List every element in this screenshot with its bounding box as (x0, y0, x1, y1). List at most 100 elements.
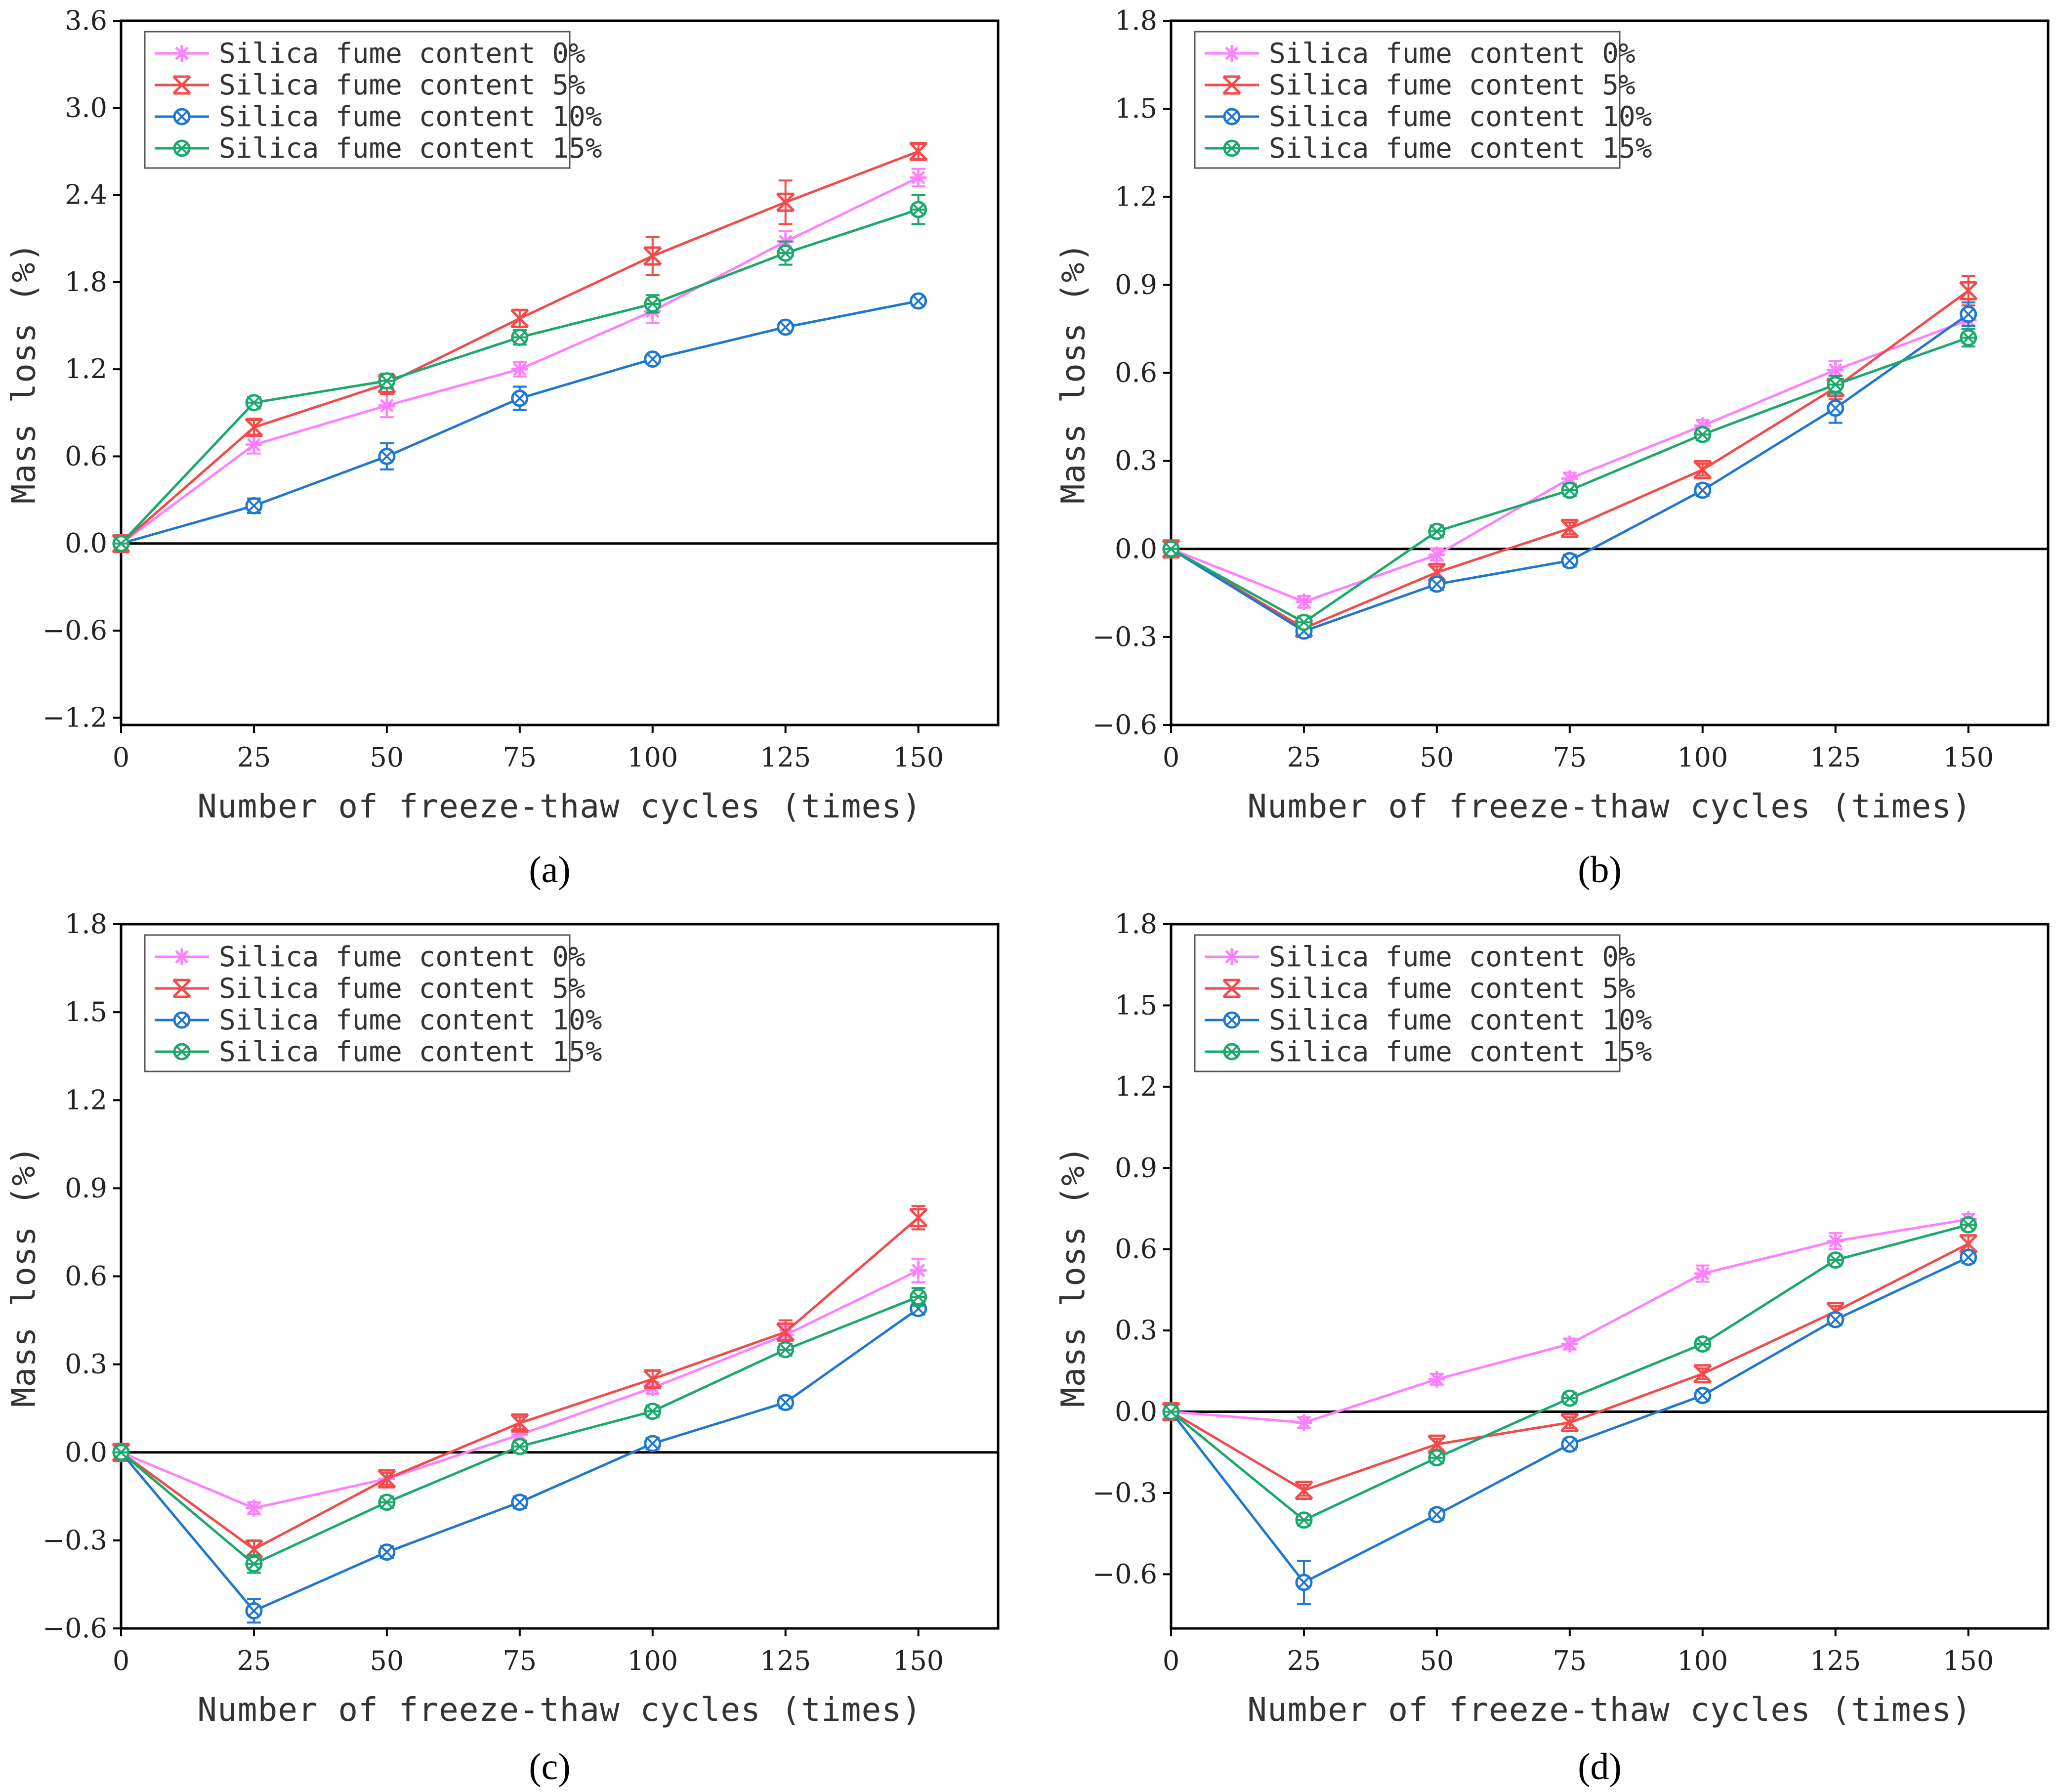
y-tick-label: 1.2 (65, 1084, 107, 1115)
x-tick-label: 100 (627, 742, 678, 773)
x-tick-label: 50 (370, 742, 404, 773)
legend-marker (174, 141, 189, 156)
data-point (247, 395, 261, 410)
data-point (247, 498, 261, 513)
y-tick-label: 1.5 (1115, 93, 1157, 124)
y-axis-title: Mass loss (%) (1054, 242, 1092, 504)
y-tick-label: 0.0 (65, 528, 107, 559)
data-point (247, 1556, 261, 1571)
data-point (247, 1603, 261, 1618)
legend: Silica fume content 0%Silica fume conten… (1195, 32, 1652, 168)
data-point (512, 330, 527, 345)
legend-marker (173, 45, 190, 62)
y-tick-label: 0.9 (1115, 269, 1157, 300)
y-tick-label: 1.2 (1115, 1071, 1157, 1102)
series-3 (1164, 1217, 1976, 1527)
data-point (778, 246, 793, 260)
data-point (1429, 1507, 1444, 1522)
y-tick-label: 3.0 (65, 92, 107, 123)
data-point (379, 1545, 394, 1560)
data-point (1562, 483, 1577, 498)
x-tick-label: 100 (1677, 1645, 1728, 1676)
panel-label: (b) (1578, 849, 1622, 891)
legend-label: Silica fume content 15% (1269, 132, 1652, 165)
series-line (121, 1309, 919, 1611)
data-point (1297, 1513, 1311, 1528)
x-tick-label: 0 (1163, 742, 1179, 773)
data-point (1695, 427, 1710, 442)
y-tick-label: −0.6 (1092, 1558, 1157, 1589)
legend-marker (1224, 141, 1239, 156)
data-point (1562, 1437, 1577, 1451)
y-tick-label: −0.3 (1092, 1477, 1157, 1508)
x-tick-label: 0 (113, 1645, 129, 1676)
data-point (378, 397, 395, 414)
legend-marker (174, 1044, 189, 1059)
data-point (1827, 1233, 1844, 1249)
legend-marker (173, 948, 190, 965)
y-axis-title: Mass loss (%) (5, 1146, 43, 1408)
x-tick-label: 50 (370, 1645, 404, 1676)
data-point (379, 1495, 394, 1510)
data-point (379, 449, 394, 464)
data-point (645, 352, 660, 367)
x-tick-label: 125 (760, 742, 811, 773)
y-tick-label: −0.3 (42, 1525, 107, 1556)
y-tick-label: 1.2 (65, 353, 107, 384)
legend-label: Silica fume content 5% (1269, 69, 1636, 101)
y-tick-label: 3.6 (65, 5, 107, 36)
y-tick-label: −0.6 (1092, 709, 1157, 740)
x-axis-title: Number of freeze-thaw cycles (times) (197, 1691, 922, 1729)
legend-marker (1224, 109, 1239, 124)
data-point (910, 169, 927, 186)
legend-label: Silica fume content 5% (219, 973, 586, 1005)
panel-c: −0.6 −0.3 0.0 0.3 0.6 0.9 1.2 1.5 1.8 0 25 50 75 100 1… (5, 908, 999, 1788)
data-point (114, 1445, 128, 1460)
y-tick-label: 0.3 (1115, 1315, 1157, 1346)
data-point (379, 374, 394, 388)
legend-marker (1223, 948, 1240, 965)
y-tick-label: 1.5 (65, 996, 107, 1027)
legend-label: Silica fume content 10% (219, 101, 602, 133)
y-tick-label: −0.6 (42, 615, 107, 646)
panel-label: (c) (529, 1746, 570, 1788)
legend-marker (174, 1013, 189, 1027)
x-tick-label: 0 (1163, 1645, 1179, 1676)
data-point (246, 436, 262, 453)
data-point (1296, 1414, 1312, 1431)
y-tick-label: −0.3 (1092, 621, 1157, 652)
series-line (1171, 291, 1969, 628)
y-tick-label: 1.8 (1115, 5, 1157, 36)
data-point (645, 297, 660, 311)
data-point (778, 1395, 793, 1410)
x-tick-label: 150 (893, 742, 944, 773)
x-tick-label: 125 (1810, 1645, 1861, 1676)
series-1 (1163, 1236, 1977, 1499)
data-point (778, 320, 793, 335)
data-point (1429, 577, 1444, 592)
legend-marker (174, 109, 189, 124)
x-tick-label: 75 (1552, 1645, 1587, 1676)
x-tick-label: 125 (1810, 742, 1861, 773)
panel-b: −0.6−0.30.00.30.60.91.21.51.80 25 50 75 100 1… (1054, 5, 2049, 891)
y-tick-label: 1.8 (65, 908, 107, 939)
x-axis-title: Number of freeze-thaw cycles (times) (1247, 787, 1972, 825)
y-tick-label: 1.8 (65, 266, 107, 298)
series-line (121, 177, 919, 543)
y-tick-label: 0.9 (1115, 1152, 1157, 1183)
legend-label: Silica fume content 0% (1269, 38, 1636, 70)
data-point (1961, 307, 1976, 322)
series-2 (114, 1301, 926, 1622)
data-point (1695, 1337, 1710, 1352)
data-point (1695, 1388, 1710, 1403)
legend-label: Silica fume content 15% (219, 1036, 602, 1068)
data-point (911, 202, 926, 217)
y-tick-label: 1.8 (1115, 908, 1157, 939)
legend-label: Silica fume content 0% (219, 941, 586, 973)
x-axis-title: Number of freeze-thaw cycles (times) (1247, 1691, 1972, 1729)
x-tick-label: 25 (237, 1645, 271, 1676)
y-tick-label: 0.9 (65, 1172, 107, 1203)
data-point (1961, 330, 1976, 345)
data-point (1429, 1451, 1444, 1465)
data-point (1429, 524, 1444, 539)
